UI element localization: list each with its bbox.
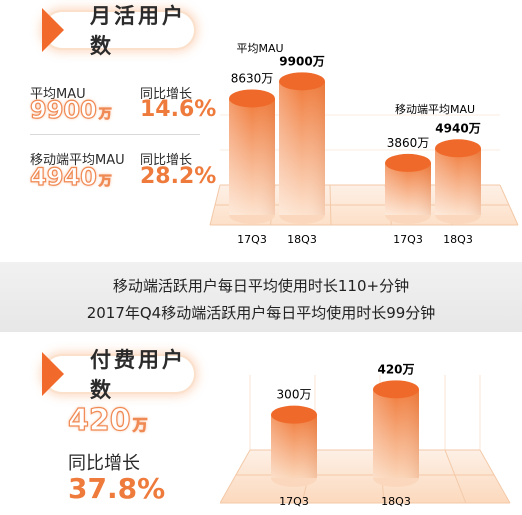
mobile-mau-label: 移动端平均MAU: [30, 153, 125, 168]
banner-line-2: 2017年Q4移动端活跃用户每日平均使用时长99分钟: [86, 304, 436, 322]
bar-top: [373, 380, 419, 399]
banner-line-1: 移动端活跃用户每日平均使用时长110+分钟: [112, 277, 410, 295]
category-tick-label: 18Q3: [287, 233, 317, 246]
mobile-mau-growth-value: 28.2%: [140, 164, 217, 189]
paid-users-value: 420 万: [67, 402, 148, 438]
bar-top: [271, 405, 317, 424]
avg-mau-bars: 平均MAU 8630万 17Q3 9900万 18Q3: [229, 42, 325, 246]
bar-shade: [229, 98, 275, 215]
mobile-mau-growth-label: 同比增长: [140, 153, 193, 168]
bar-value-label: 3860万: [387, 136, 430, 150]
avg-mau-value: 9900 万: [29, 95, 112, 124]
mau-chart: 平均MAU 8630万 17Q3 9900万 18Q3 移动端平均MAU 3860万 17Q…: [209, 40, 519, 246]
chart-title: 平均MAU: [236, 42, 283, 55]
paid-chart: 300万 17Q3 420万 18Q3: [220, 362, 511, 508]
grid-line: [220, 449, 251, 504]
paid-section-title: 付费用户数: [42, 348, 194, 402]
bar-top: [229, 89, 275, 108]
category-tick-label: 17Q3: [279, 495, 309, 508]
bar-shade: [373, 389, 419, 478]
mobile-mau-value: 4940 万: [29, 162, 112, 191]
grid-line: [444, 449, 467, 504]
avg-mau-growth-label: 同比增长: [140, 87, 193, 102]
bar-value-label: 420万: [377, 362, 414, 376]
paid-bars: 300万 17Q3 420万 18Q3: [271, 362, 419, 508]
bar-shade: [271, 414, 317, 478]
grid-line: [479, 449, 511, 504]
paid-growth-label: 同比增长: [68, 453, 140, 474]
category-tick-label: 18Q3: [381, 495, 411, 508]
chart-floor: [220, 450, 510, 503]
bar-top: [385, 153, 431, 172]
category-tick-label: 18Q3: [443, 233, 473, 246]
bar-value-label: 4940万: [435, 121, 480, 135]
avg-mau-label: 平均MAU: [30, 87, 86, 102]
bar-top: [435, 139, 481, 158]
flag-icon: [42, 352, 64, 396]
category-tick-label: 17Q3: [237, 233, 267, 246]
paid-chart-grid: [220, 375, 511, 504]
usage-banner: 移动端活跃用户每日平均使用时长110+分钟 2017年Q4移动端活跃用户每日平均…: [0, 262, 522, 332]
bar-value-label: 300万: [277, 388, 312, 402]
flag-icon: [42, 8, 64, 52]
bar-value-label: 8630万: [231, 71, 274, 85]
mau-section-title: 月活用户数: [42, 4, 194, 58]
avg-mau-growth-value: 14.6%: [140, 97, 217, 122]
bar-value-label: 9900万: [279, 54, 324, 68]
bar-shade: [435, 148, 481, 215]
category-tick-label: 17Q3: [393, 233, 423, 246]
paid-growth-value: 37.8%: [68, 472, 166, 505]
bar-top: [279, 72, 325, 91]
stats-divider: [30, 134, 200, 135]
bar-shade: [279, 81, 325, 215]
mau-title-text: 月活用户数: [90, 4, 186, 58]
chart-title: 移动端平均MAU: [395, 103, 475, 116]
mobile-mau-bars: 移动端平均MAU 3860万 17Q3 4940万 18Q3: [385, 103, 481, 246]
paid-title-text: 付费用户数: [90, 348, 186, 402]
